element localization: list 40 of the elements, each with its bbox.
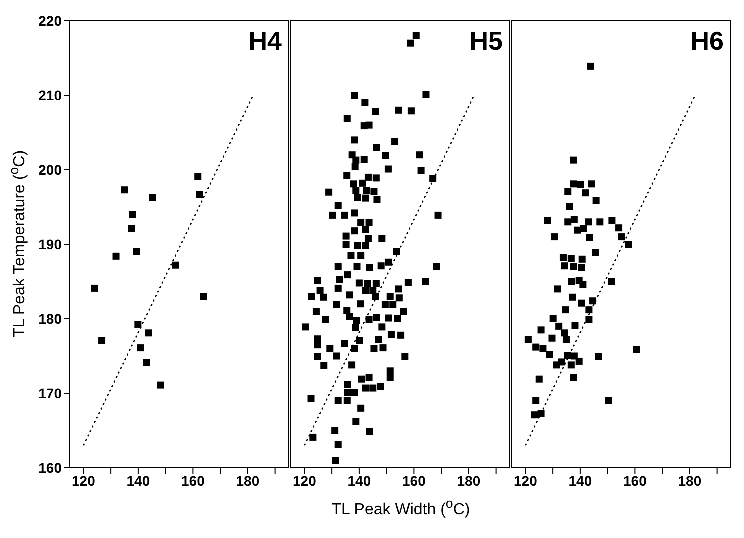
- point: [98, 337, 106, 344]
- x-tick-label: 120: [514, 472, 538, 489]
- chart-title: H5: [470, 26, 503, 57]
- x-tick-label: 140: [348, 472, 372, 489]
- y-tick-label: 160: [38, 460, 62, 476]
- x-tick-label: 160: [624, 472, 648, 489]
- x-tick-label: 180: [236, 472, 260, 489]
- x-tick-label: 120: [72, 472, 96, 489]
- y-tick-label: 200: [38, 162, 62, 178]
- y-tick-label: 190: [38, 236, 62, 252]
- x-tick-label: 160: [182, 472, 206, 489]
- point: [91, 284, 98, 292]
- x-tick-label: 160: [402, 472, 426, 489]
- point: [112, 252, 120, 260]
- point: [196, 191, 204, 198]
- x-tick-label: 180: [678, 472, 702, 489]
- x-axis-title: TL Peak Width ($^{o}$C): [330, 496, 472, 520]
- point: [134, 321, 142, 328]
- point: [157, 382, 164, 389]
- point: [149, 194, 156, 202]
- chart-title: H4: [248, 26, 282, 57]
- y-tick-label: 210: [38, 87, 62, 104]
- x-tick-label: 180: [457, 472, 481, 489]
- point: [137, 344, 144, 352]
- point: [172, 262, 180, 269]
- point: [129, 211, 136, 218]
- point: [143, 359, 150, 366]
- x-tick-label: 140: [568, 472, 592, 489]
- y-tick-label: 180: [38, 310, 62, 327]
- point: [194, 173, 202, 180]
- point: [128, 225, 136, 232]
- point: [121, 186, 128, 194]
- x-tick-label: 140: [126, 472, 150, 489]
- point: [133, 248, 140, 256]
- y-tick-label: 170: [38, 385, 62, 402]
- point: [200, 293, 208, 300]
- x-tick-label: 120: [293, 472, 317, 489]
- point: [145, 330, 152, 337]
- y-tick-label: 220: [38, 12, 62, 29]
- chart-title: H6: [690, 26, 724, 57]
